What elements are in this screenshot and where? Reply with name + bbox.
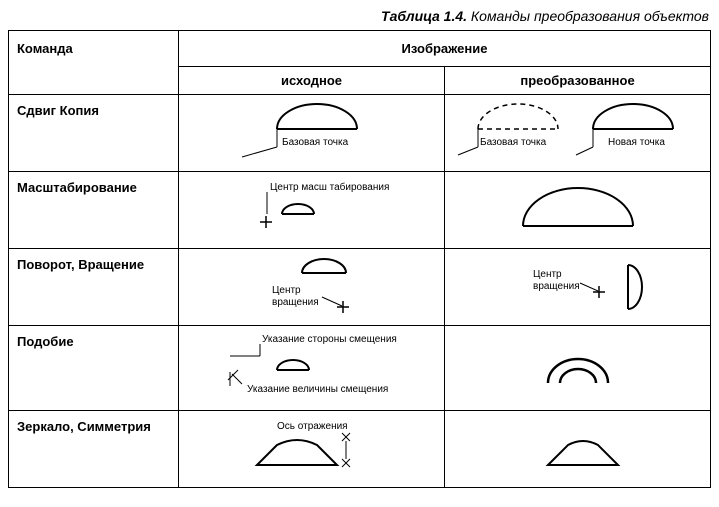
src-rotate: Центр вращения <box>179 249 445 326</box>
src-mirror: Ось отражения <box>179 411 445 488</box>
svg-text:Центр: Центр <box>272 285 301 296</box>
diagram-scale-src: Центр масш табирования <box>182 174 442 246</box>
cmd-mirror: Зеркало, Симметрия <box>9 411 179 488</box>
diagram-mirror-dst <box>448 413 708 485</box>
svg-text:вращения: вращения <box>272 297 319 308</box>
diagram-rotate-src: Центр вращения <box>182 251 442 323</box>
caption-bold: Таблица 1.4. <box>381 8 467 24</box>
col-transformed: преобразованное <box>445 67 711 95</box>
svg-text:вращения: вращения <box>533 281 580 292</box>
diagram-mirror-src: Ось отражения <box>182 413 442 485</box>
dst-rotate: Центр вращения <box>445 249 711 326</box>
src-scale: Центр масш табирования <box>179 172 445 249</box>
svg-text:Новая точка: Новая точка <box>608 137 665 148</box>
cmd-rotate: Поворот, Вращение <box>9 249 179 326</box>
cmd-offset: Подобие <box>9 326 179 411</box>
col-image: Изображение <box>179 31 711 67</box>
col-source: исходное <box>179 67 445 95</box>
col-command: Команда <box>9 31 179 95</box>
svg-text:Указание стороны смещения: Указание стороны смещения <box>262 334 397 345</box>
dst-shift-copy: Базовая точка Новая точка <box>445 95 711 172</box>
svg-text:Базовая точка: Базовая точка <box>282 137 349 148</box>
caption-rest: Команды преобразования объектов <box>467 8 709 24</box>
diagram-shift-copy-src: Базовая точка <box>182 97 442 169</box>
table-caption: Таблица 1.4. Команды преобразования объе… <box>8 8 709 24</box>
src-offset: Указание стороны смещения Указание велич… <box>179 326 445 411</box>
svg-text:Центр: Центр <box>533 269 562 280</box>
table-row: Поворот, Вращение Центр вращения Центр в… <box>9 249 711 326</box>
cmd-scale: Масштабирование <box>9 172 179 249</box>
diagram-shift-copy-dst: Базовая точка Новая точка <box>448 97 708 169</box>
svg-text:Указание величины смещения: Указание величины смещения <box>247 384 388 395</box>
diagram-offset-dst <box>448 328 708 408</box>
table-row: Масштабирование Центр масш табирования <box>9 172 711 249</box>
transform-table: Команда Изображение исходное преобразова… <box>8 30 711 488</box>
cmd-shift-copy: Сдвиг Копия <box>9 95 179 172</box>
table-row: Зеркало, Симметрия Ось отражения <box>9 411 711 488</box>
table-row: Подобие Указание стороны смещения Указан… <box>9 326 711 411</box>
diagram-rotate-dst: Центр вращения <box>448 251 708 323</box>
svg-text:Базовая точка: Базовая точка <box>480 137 547 148</box>
header-row-1: Команда Изображение <box>9 31 711 67</box>
svg-text:Ось отражения: Ось отражения <box>277 421 348 432</box>
dst-offset <box>445 326 711 411</box>
dst-mirror <box>445 411 711 488</box>
src-shift-copy: Базовая точка <box>179 95 445 172</box>
table-row: Сдвиг Копия Базовая точка Базовая точка … <box>9 95 711 172</box>
dst-scale <box>445 172 711 249</box>
diagram-offset-src: Указание стороны смещения Указание велич… <box>182 328 442 408</box>
diagram-scale-dst <box>448 174 708 246</box>
svg-text:Центр масш табирования: Центр масш табирования <box>270 181 389 193</box>
